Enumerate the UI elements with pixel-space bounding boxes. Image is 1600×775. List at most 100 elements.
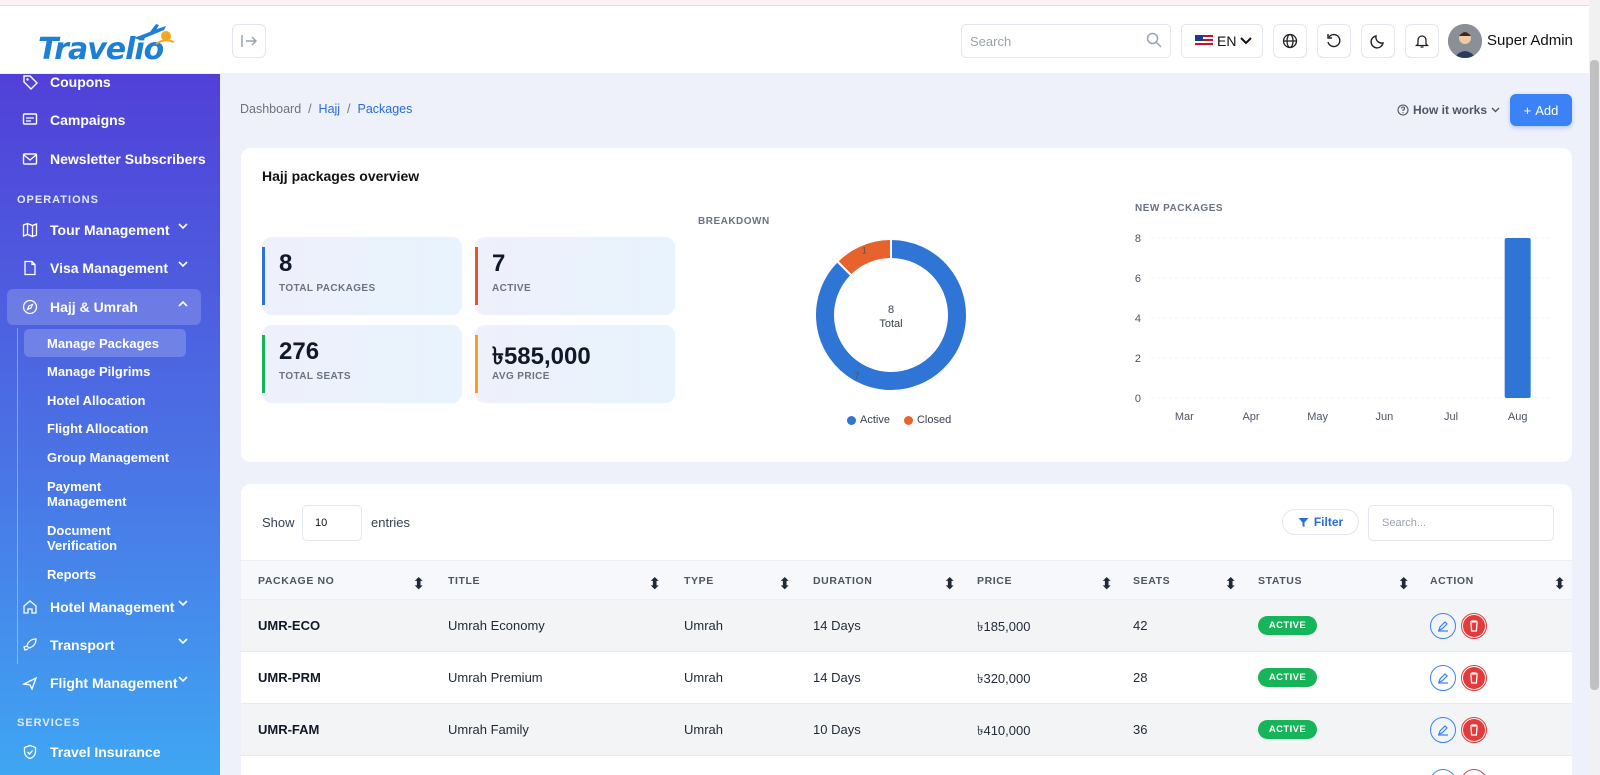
sidebar-item-visa-management[interactable]: Visa Management xyxy=(0,252,220,284)
sidebar-item-travel-insurance[interactable]: Travel Insurance xyxy=(0,736,220,768)
donut-center-value: 8 xyxy=(888,304,894,316)
sort-icon[interactable]: ⬍ xyxy=(1553,576,1567,593)
sort-icon[interactable]: ⬍ xyxy=(778,576,792,593)
sidebar-item-hajj-umrah[interactable]: Hajj & Umrah xyxy=(0,291,220,323)
submenu-manage-pilgrims[interactable]: Manage Pilgrims xyxy=(47,364,151,379)
language-selector[interactable]: EN xyxy=(1181,24,1263,58)
plus-icon: + xyxy=(1523,102,1532,118)
cell-price: ৳185,000 xyxy=(977,619,1031,634)
user-name[interactable]: Super Admin xyxy=(1487,32,1573,49)
avatar-image xyxy=(1448,24,1482,58)
edit-button[interactable] xyxy=(1430,717,1456,743)
table-row[interactable]: UMR-PRM Umrah Premium Umrah 14 Days ৳320… xyxy=(241,652,1572,704)
theme-toggle-button[interactable] xyxy=(1361,24,1395,58)
moon-icon xyxy=(1370,35,1384,49)
entries-per-page-input[interactable] xyxy=(302,505,362,541)
column-duration[interactable]: DURATION xyxy=(813,575,873,587)
donut-legend: Active Closed xyxy=(847,414,951,426)
submenu-payment-management[interactable]: Payment Management xyxy=(47,479,127,509)
chevron-down-icon xyxy=(178,676,188,683)
filter-button[interactable]: Filter xyxy=(1282,509,1359,535)
column-package-no[interactable]: PACKAGE NO xyxy=(258,575,335,587)
submenu-document-verification[interactable]: Document Verification xyxy=(47,523,118,553)
trash-icon xyxy=(1463,719,1485,741)
breadcrumb-dashboard[interactable]: Dashboard xyxy=(240,102,302,116)
column-type[interactable]: TYPE xyxy=(684,575,714,587)
edit-button[interactable] xyxy=(1430,613,1456,639)
scrollbar-thumb[interactable] xyxy=(1590,60,1599,690)
sort-icon[interactable]: ⬍ xyxy=(412,576,426,593)
sidebar-item-transport[interactable]: Transport xyxy=(0,629,220,661)
globe-icon xyxy=(1282,33,1298,49)
language-label: EN xyxy=(1217,33,1237,49)
donut-slice-active[interactable] xyxy=(814,237,968,392)
sidebar-item-hotel-management[interactable]: Hotel Management xyxy=(0,591,220,623)
y-tick-label: 6 xyxy=(1135,273,1141,285)
legend-item-active[interactable]: Active xyxy=(847,414,890,426)
column-seats[interactable]: SEATS xyxy=(1133,575,1171,587)
sort-icon[interactable]: ⬍ xyxy=(1397,576,1411,593)
map-icon xyxy=(22,222,38,238)
submenu-reports[interactable]: Reports xyxy=(47,567,97,582)
trash-icon xyxy=(1463,615,1485,637)
legend-label: Closed xyxy=(916,414,952,426)
overview-title: Hajj packages overview xyxy=(262,168,420,184)
y-tick-label: 2 xyxy=(1135,353,1141,365)
sort-icon[interactable]: ⬍ xyxy=(943,576,957,593)
delete-button[interactable] xyxy=(1461,717,1487,743)
delete-button[interactable] xyxy=(1461,613,1487,639)
sidebar-item-flight-management[interactable]: Flight Management xyxy=(0,667,220,699)
table-search-input[interactable] xyxy=(1368,505,1554,541)
cell-type: Umrah xyxy=(684,670,724,685)
submenu-group-management[interactable]: Group Management xyxy=(47,450,170,465)
sort-icon[interactable]: ⬍ xyxy=(648,576,662,593)
stat-accent-bar xyxy=(262,335,265,393)
sidebar-item-label: Hotel Management xyxy=(50,599,175,615)
donut-slice-value: 1 xyxy=(862,245,867,255)
delete-button[interactable] xyxy=(1461,769,1487,775)
notifications-button[interactable] xyxy=(1405,24,1439,58)
sort-icon[interactable]: ⬍ xyxy=(1224,576,1238,593)
us-flag-icon xyxy=(1195,35,1213,47)
sidebar-toggle-button[interactable] xyxy=(232,24,266,58)
stat-label: ACTIVE xyxy=(492,283,532,294)
edit-icon xyxy=(1438,725,1448,736)
edit-button[interactable] xyxy=(1430,665,1456,691)
website-button[interactable] xyxy=(1273,24,1307,58)
column-status[interactable]: STATUS xyxy=(1258,575,1303,587)
app-logo[interactable]: Travelio xyxy=(38,22,178,67)
bar-aug[interactable] xyxy=(1504,238,1531,398)
donut-slice-closed[interactable] xyxy=(835,237,892,277)
search-icon[interactable] xyxy=(1146,32,1162,53)
edit-button[interactable] xyxy=(1430,769,1456,775)
table-row-partial[interactable] xyxy=(241,756,1572,775)
chevron-down-icon xyxy=(1491,107,1500,113)
breadcrumb-hajj[interactable]: Hajj xyxy=(318,102,341,116)
add-button[interactable]: + Add xyxy=(1510,94,1572,126)
submenu-manage-packages[interactable]: Manage Packages xyxy=(47,336,160,351)
submenu-flight-allocation[interactable]: Flight Allocation xyxy=(47,421,149,436)
section-services: SERVICES xyxy=(17,717,81,729)
refresh-button[interactable] xyxy=(1317,24,1351,58)
y-tick-label: 0 xyxy=(1135,393,1141,405)
status-badge: ACTIVE xyxy=(1258,720,1317,739)
column-title[interactable]: TITLE xyxy=(448,575,481,587)
legend-item-closed[interactable]: Closed xyxy=(903,414,952,426)
sidebar-item-label: Visa Management xyxy=(50,260,169,276)
column-price[interactable]: PRICE xyxy=(977,575,1013,587)
sidebar-item-campaigns[interactable]: Campaigns xyxy=(0,104,220,136)
sidebar: Coupons Campaigns Newsletter Subscribers… xyxy=(0,74,220,775)
sidebar-item-coupons[interactable]: Coupons xyxy=(0,74,220,98)
delete-button[interactable] xyxy=(1461,665,1487,691)
global-search-input[interactable] xyxy=(961,24,1171,58)
sort-icon[interactable]: ⬍ xyxy=(1100,576,1114,593)
sidebar-item-tour-management[interactable]: Tour Management xyxy=(0,214,220,246)
table-row[interactable]: UMR-ECO Umrah Economy Umrah 14 Days ৳185… xyxy=(241,600,1572,652)
breadcrumb: Dashboard / Hajj / Packages xyxy=(240,102,412,116)
submenu-hotel-allocation[interactable]: Hotel Allocation xyxy=(47,393,146,408)
collapse-icon xyxy=(241,35,257,47)
sidebar-item-newsletter[interactable]: Newsletter Subscribers xyxy=(0,143,220,175)
table-row[interactable]: UMR-FAM Umrah Family Umrah 10 Days ৳410,… xyxy=(241,704,1572,756)
how-it-works-dropdown[interactable]: How it works xyxy=(1397,103,1500,117)
user-avatar[interactable] xyxy=(1448,24,1482,58)
